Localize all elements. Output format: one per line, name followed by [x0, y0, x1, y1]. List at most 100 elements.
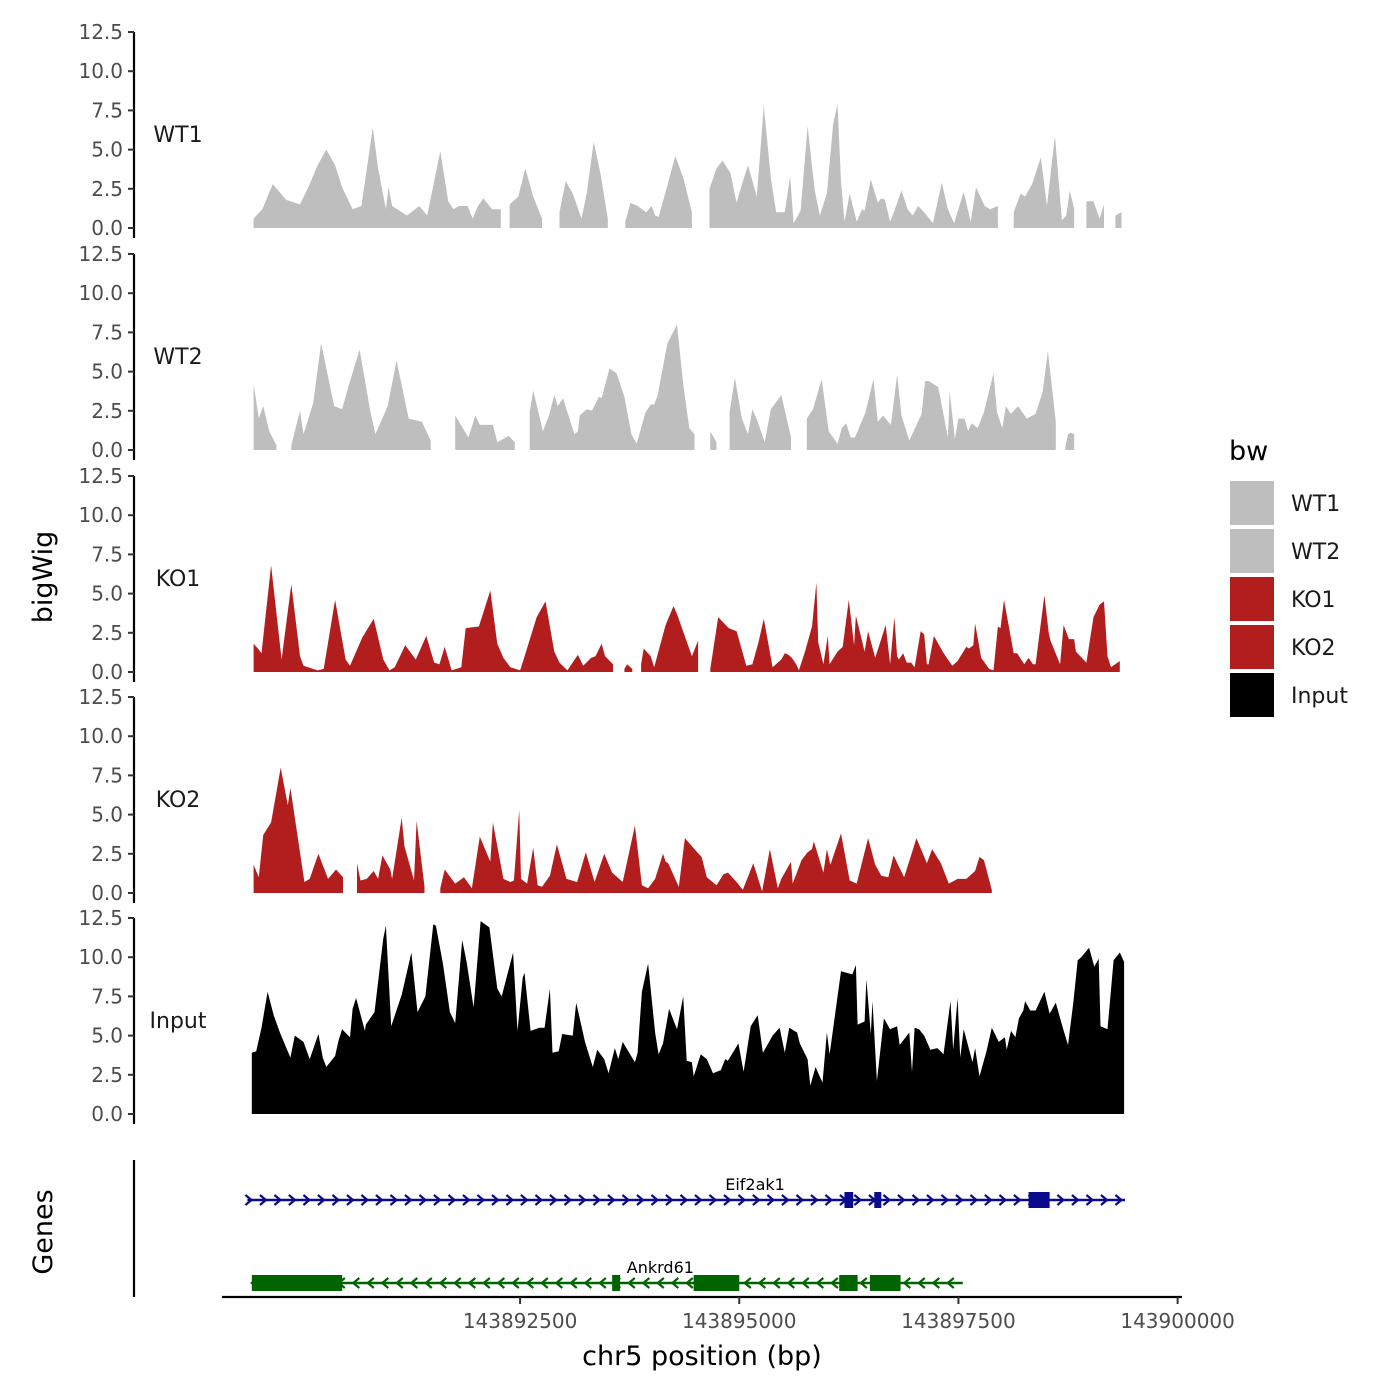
signal-area-wt1 [509, 168, 542, 228]
strand-arrow [505, 1194, 515, 1206]
strand-arrow [288, 1194, 297, 1206]
gene-eif2ak1: Eif2ak1 [244, 1175, 1126, 1208]
signal-area-ko2 [253, 767, 343, 893]
strand-arrow [897, 1194, 906, 1206]
legend-label: WT2 [1291, 540, 1340, 565]
genes-panel: Eif2ak1 Ankrd61 [132, 1160, 1126, 1297]
signal-area-wt2 [291, 343, 431, 450]
x-tick-label: 143900000 [1120, 1309, 1235, 1333]
strand-arrow [984, 1194, 993, 1206]
signal-area-wt2 [455, 415, 515, 450]
strand-arrow [351, 1277, 361, 1289]
legend-label: KO2 [1291, 636, 1336, 661]
signal-area-wt2 [529, 324, 695, 450]
signal-area-wt1 [559, 141, 608, 228]
signal-area-wt1 [709, 104, 998, 228]
track-label: KO1 [156, 567, 201, 592]
strand-arrow [317, 1194, 326, 1206]
strand-arrow [1085, 1194, 1095, 1206]
strand-arrow [670, 1277, 680, 1289]
strand-arrow [1100, 1194, 1109, 1206]
y-tick-label: 7.5 [91, 984, 123, 1008]
signal-area-wt2 [806, 351, 1056, 450]
strand-arrow [360, 1194, 370, 1206]
signal-area-wt2 [1065, 432, 1075, 450]
legend-swatch [1228, 671, 1276, 719]
y-tick-label: 2.5 [91, 399, 123, 423]
strand-arrow [926, 1194, 935, 1206]
strand-arrow [931, 1277, 941, 1289]
strand-arrow [859, 1277, 868, 1289]
y-tick-label: 5.0 [91, 803, 123, 827]
exon [874, 1192, 882, 1208]
y-tick-label: 10.0 [78, 503, 123, 527]
x-tick-label: 143892500 [463, 1309, 578, 1333]
signal-area-ko1 [710, 582, 1120, 672]
strand-arrow [583, 1277, 593, 1289]
bigwig-tracks: 0.0 2.5 5.0 7.5 10.0 12.5 WT1 0.0 2.5 5.0 7.5 10.0 1… [78, 20, 1125, 1126]
signal-area-wt2 [710, 431, 717, 450]
y-tick-label: 10.0 [78, 724, 123, 748]
y-tick-label: 0.0 [91, 1102, 123, 1126]
strand-arrow [244, 1194, 254, 1206]
strand-arrow [404, 1194, 413, 1206]
strand-arrow [781, 1194, 790, 1206]
track-ko2: 0.0 2.5 5.0 7.5 10.0 12.5 KO2 [78, 685, 992, 905]
y-tick-label: 7.5 [91, 542, 123, 566]
strand-arrow [491, 1194, 500, 1206]
track-wt2: 0.0 2.5 5.0 7.5 10.0 12.5 WT2 [78, 242, 1075, 462]
exon [251, 1275, 343, 1291]
y-tick-label: 0.0 [91, 660, 123, 684]
strand-arrow [801, 1277, 810, 1289]
signal-area-wt2 [729, 377, 791, 450]
y-tick-label: 12.5 [78, 685, 123, 709]
strand-arrow [569, 1277, 578, 1289]
strand-arrow [520, 1194, 529, 1206]
y-axis-title: bigWig [28, 531, 59, 624]
exon [839, 1275, 858, 1291]
strand-arrow [511, 1277, 520, 1289]
strand-arrow [636, 1194, 645, 1206]
y-tick-label: 0.0 [91, 216, 123, 240]
signal-area-wt1 [1086, 201, 1104, 228]
exon [869, 1275, 901, 1291]
strand-arrow [772, 1277, 781, 1289]
strand-arrow [418, 1194, 428, 1206]
strand-arrow [447, 1194, 457, 1206]
strand-arrow [917, 1277, 926, 1289]
strand-arrow [563, 1194, 573, 1206]
gene-label: Ankrd61 [627, 1258, 694, 1277]
strand-arrow [1056, 1194, 1066, 1206]
signal-area-ko1 [641, 606, 699, 672]
strand-arrow [621, 1194, 631, 1206]
strand-arrow [578, 1194, 587, 1206]
y-tick-label: 10.0 [78, 945, 123, 969]
strand-arrow [665, 1194, 674, 1206]
strand-arrow [598, 1277, 607, 1289]
strand-arrow [525, 1277, 535, 1289]
x-axis: 143892500 143895000 143897500 143900000 [222, 1295, 1235, 1333]
exon [612, 1275, 621, 1291]
strand-arrow [902, 1277, 912, 1289]
track-wt1: 0.0 2.5 5.0 7.5 10.0 12.5 WT1 [78, 20, 1122, 240]
strand-arrow [366, 1277, 375, 1289]
gene-label: Eif2ak1 [725, 1175, 785, 1194]
x-axis-title: chr5 position (bp) [582, 1341, 822, 1372]
strand-arrow [409, 1277, 419, 1289]
strand-arrow [259, 1194, 268, 1206]
strand-arrow [389, 1194, 399, 1206]
y-tick-label: 7.5 [91, 98, 123, 122]
strand-arrow [723, 1194, 732, 1206]
strand-arrow [824, 1194, 834, 1206]
x-tick-label: 143897500 [901, 1309, 1016, 1333]
exon [693, 1275, 740, 1291]
strand-arrow [708, 1194, 718, 1206]
y-tick-label: 10.0 [78, 281, 123, 305]
signal-area-wt1 [625, 155, 692, 228]
legend-title: bw [1229, 436, 1268, 467]
strand-arrow [757, 1277, 767, 1289]
strand-arrow [482, 1277, 491, 1289]
strand-arrow [554, 1277, 564, 1289]
strand-arrow [549, 1194, 558, 1206]
track-label: Input [150, 1009, 207, 1034]
